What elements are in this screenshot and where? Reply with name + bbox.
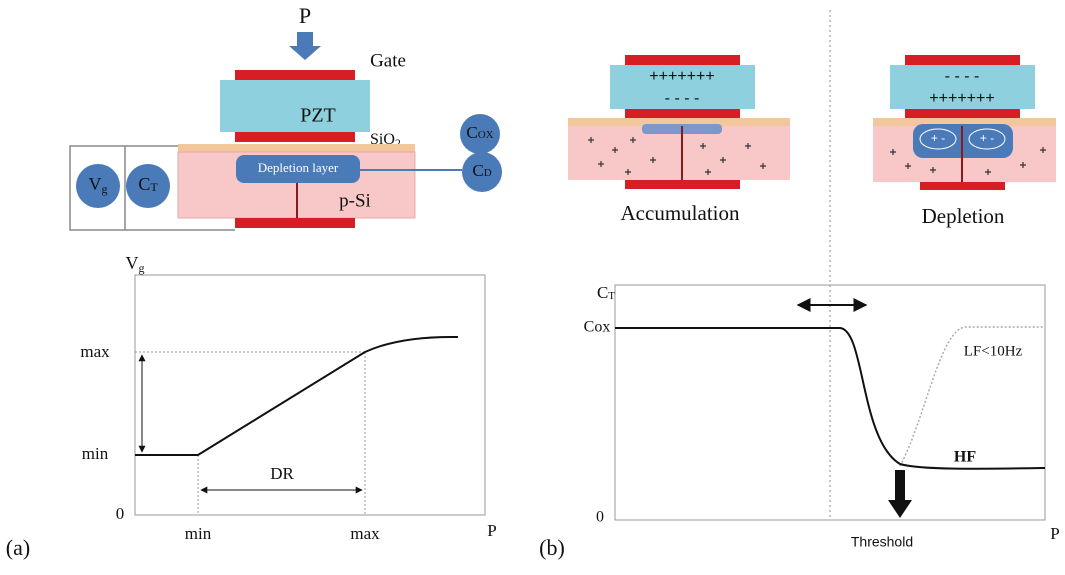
accumulation-device: +++++++ - - - - Accumulation <box>568 55 790 225</box>
x-max-label: max <box>350 524 380 543</box>
dipole-label: + - <box>931 131 945 145</box>
pzt-label: PZT <box>300 105 336 127</box>
y-max-label: max <box>80 342 110 361</box>
ct-main: C <box>138 174 150 194</box>
figure: P Gate PZT SiO2 p-Si Depletion layer Vg … <box>0 0 1065 575</box>
y-axis-label: CT <box>597 283 615 302</box>
cox-level-label: Cox <box>584 319 611 336</box>
device-a: P Gate PZT SiO2 p-Si Depletion layer Vg … <box>70 3 502 230</box>
top-charges: - - - - <box>945 68 980 85</box>
cd-main: C <box>472 161 483 180</box>
force-arrow <box>289 32 321 60</box>
top-charges: +++++++ <box>649 68 714 85</box>
panel-label: (b) <box>539 535 565 560</box>
depletion-device: - - - - +++++++ + - + - Depletion <box>873 55 1056 228</box>
x-axis-label: P <box>1050 524 1059 543</box>
oxide-layer <box>178 144 415 152</box>
cox-main: C <box>466 123 477 142</box>
depletion-title: Depletion <box>922 204 1005 228</box>
guide-lines <box>135 352 365 515</box>
pzt-layer <box>220 80 370 132</box>
x-axis-label: P <box>487 521 496 540</box>
plot-frame <box>135 275 485 515</box>
threshold-arrow <box>888 470 912 518</box>
graph-b: CT Cox 0 LF<10Hz HF Threshold P (b) <box>539 283 1060 560</box>
top-electrode <box>905 55 1020 65</box>
panel-label: (a) <box>6 535 30 560</box>
back-electrode <box>235 218 355 228</box>
y-min-label: min <box>82 444 109 463</box>
response-curve <box>135 337 458 455</box>
back-electrode <box>625 180 740 189</box>
cd-sub: D <box>484 167 492 179</box>
x-min-label: min <box>185 524 212 543</box>
depletion-label: Depletion layer <box>258 160 339 175</box>
inner-electrode <box>905 109 1020 118</box>
back-electrode <box>920 182 1005 190</box>
force-label: P <box>299 3 311 28</box>
substrate <box>568 126 790 180</box>
gate-label: Gate <box>370 50 406 71</box>
cox-sub: OX <box>478 129 494 141</box>
accumulation-title: Accumulation <box>621 201 740 225</box>
y-label-sub: T <box>608 290 615 302</box>
vg-sub: g <box>102 182 108 196</box>
origin-label: 0 <box>116 504 125 523</box>
dr-label: DR <box>270 464 294 483</box>
bottom-charges: - - - - <box>665 90 700 107</box>
y-label-main: C <box>597 283 608 302</box>
threshold-label: Threshold <box>851 534 913 550</box>
inner-electrode <box>235 132 355 142</box>
origin-label: 0 <box>596 509 604 526</box>
vg-main: V <box>89 174 102 194</box>
top-electrode <box>625 55 740 65</box>
ct-sub: T <box>150 180 158 194</box>
y-label-sub: g <box>139 261 145 275</box>
gate-electrode <box>235 70 355 80</box>
y-label-main: V <box>126 253 139 273</box>
lf-label: LF<10Hz <box>964 343 1023 359</box>
dipole-label: + - <box>980 131 994 145</box>
y-axis-label: Vg <box>126 253 145 275</box>
substrate-label: p-Si <box>339 190 371 211</box>
inner-electrode <box>625 109 740 118</box>
hf-label: HF <box>954 449 976 466</box>
graph-a: Vg max min 0 DR min max P (a) <box>6 253 497 560</box>
bottom-charges: +++++++ <box>929 90 994 107</box>
